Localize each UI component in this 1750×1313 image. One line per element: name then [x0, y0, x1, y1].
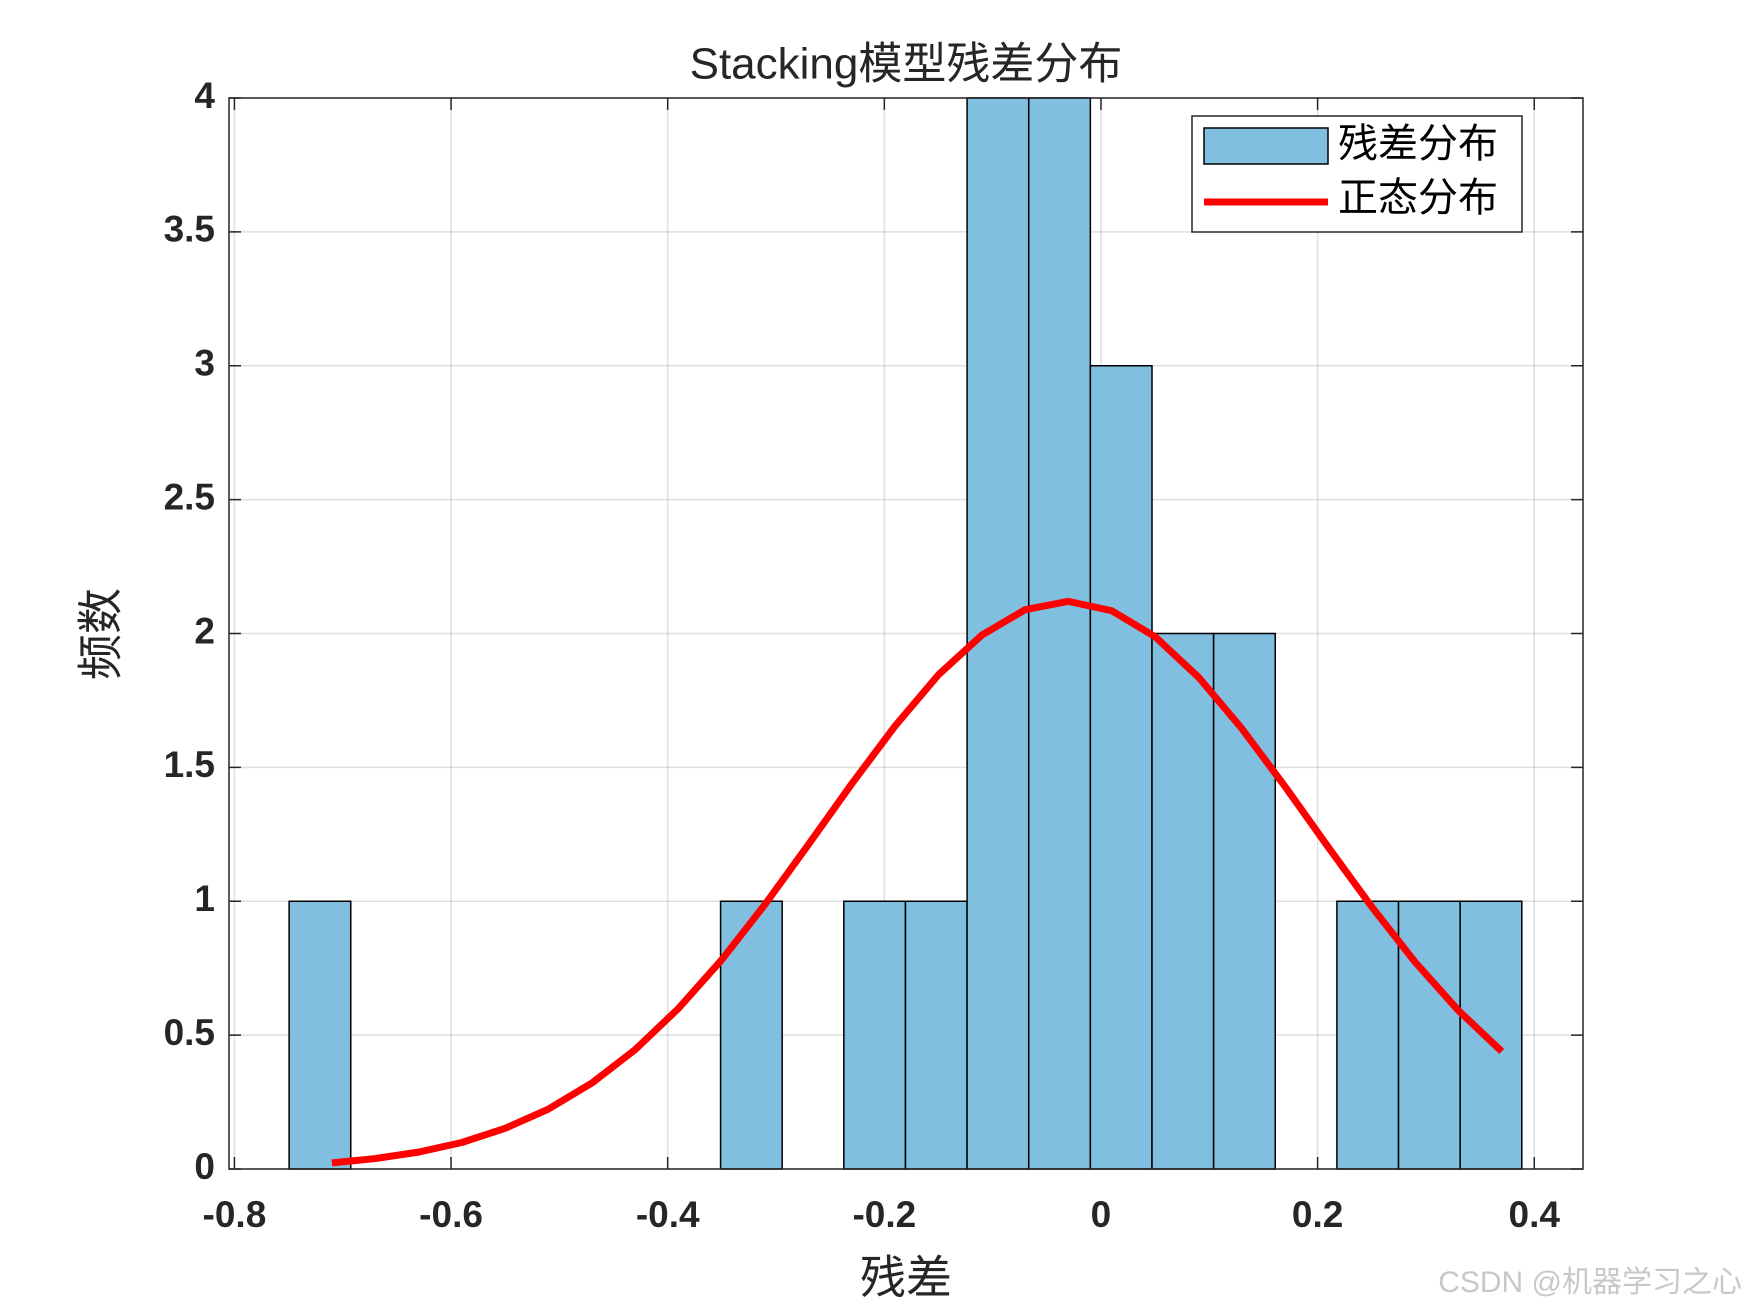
bar	[1151, 632, 1215, 1170]
bar	[1336, 900, 1400, 1170]
y-tick-label: 1.5	[164, 744, 215, 785]
y-tick-label: 3.5	[164, 209, 215, 250]
normal-curve	[331, 597, 1505, 1167]
axes-box	[228, 97, 1584, 1170]
x-tick-label: -0.4	[636, 1194, 700, 1235]
legend-label: 残差分布	[1338, 121, 1498, 166]
bar	[1459, 900, 1523, 1170]
watermark: CSDN @机器学习之心	[1438, 1266, 1742, 1299]
y-tick-label: 3	[194, 343, 215, 384]
bar	[719, 900, 783, 1170]
legend-swatch	[1203, 127, 1329, 165]
x-tick-label: 0.4	[1509, 1194, 1561, 1235]
bar	[1089, 365, 1153, 1170]
y-tick-label: 0	[194, 1146, 215, 1187]
y-tick-label: 2.5	[164, 476, 215, 517]
y-tick-label: 1	[194, 878, 215, 919]
y-tick-label: 2	[194, 610, 215, 651]
x-tick-label: -0.6	[419, 1194, 483, 1235]
bar	[1027, 97, 1092, 1170]
bar	[1397, 900, 1461, 1170]
chart-title: Stacking模型残差分布	[690, 40, 1123, 89]
x-tick-label: 0	[1091, 1194, 1112, 1235]
legend-label: 正态分布	[1338, 175, 1498, 220]
bar	[843, 900, 907, 1170]
x-tick-label: -0.8	[203, 1194, 267, 1235]
y-tick-label: 0.5	[164, 1012, 215, 1053]
bar	[966, 97, 1030, 1170]
y-tick-label: 4	[194, 75, 215, 116]
bar	[288, 900, 352, 1170]
x-tick-label: 0.2	[1292, 1194, 1343, 1235]
bar	[1212, 632, 1277, 1170]
bar	[904, 900, 968, 1170]
y-axis-label: 频数	[76, 588, 127, 680]
x-axis-label: 残差	[860, 1253, 952, 1304]
x-tick-label: -0.2	[852, 1194, 916, 1235]
